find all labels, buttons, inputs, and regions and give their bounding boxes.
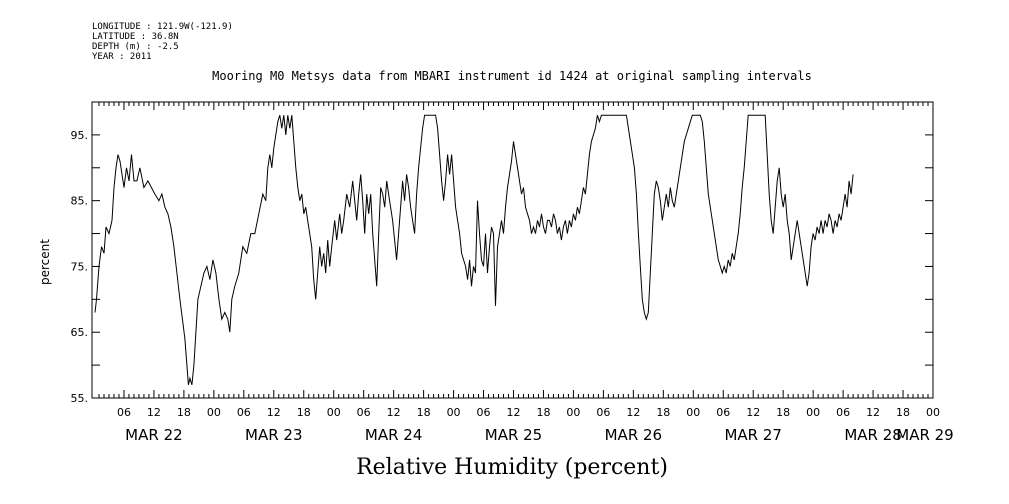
day-label: MAR 28 — [844, 426, 901, 444]
longitude-label: LONGITUDE : 121.9W(-121.9) — [92, 22, 233, 32]
x-tick-label: 00 — [566, 406, 580, 419]
x-tick-label: 06 — [596, 406, 610, 419]
day-labels: MAR 22 MAR 23 MAR 24 MAR 25 MAR 26 MAR 27 MAR … — [125, 426, 954, 444]
day-label: MAR 22 — [125, 426, 182, 444]
x-tick-label: 18 — [177, 406, 191, 419]
day-label: MAR 27 — [724, 426, 781, 444]
year-label: YEAR : 2011 — [92, 52, 152, 62]
x-tick-label: 06 — [836, 406, 850, 419]
day-label: MAR 24 — [365, 426, 422, 444]
x-tick-label: 06 — [357, 406, 371, 419]
y-tick-label: 65. — [71, 326, 89, 339]
day-label: MAR 23 — [245, 426, 302, 444]
x-tick-label: 18 — [417, 406, 431, 419]
x-tick-label: 12 — [387, 406, 401, 419]
x-tick-label: 00 — [327, 406, 341, 419]
chart-title: Mooring M0 Metsys data from MBARI instru… — [212, 69, 812, 83]
y-tick-label: 75. — [71, 260, 89, 273]
y-tick-labels: 55. 65. 75. 85. 95. — [71, 129, 89, 405]
x-tick-label: 18 — [776, 406, 790, 419]
x-tick-label: 06 — [237, 406, 251, 419]
x-tick-label: 06 — [716, 406, 730, 419]
x-tick-label: 18 — [896, 406, 910, 419]
x-tick-label: 12 — [626, 406, 640, 419]
humidity-series-line — [94, 114, 854, 385]
y-tick-label: 95. — [71, 129, 89, 142]
x-tick-label: 18 — [656, 406, 670, 419]
y-tick-label: 55. — [71, 392, 89, 405]
x-axis-label: Relative Humidity (percent) — [356, 455, 668, 480]
x-tick-label: 00 — [447, 406, 461, 419]
latitude-label: LATITUDE : 36.8N — [92, 32, 179, 42]
x-tick-label: 18 — [536, 406, 550, 419]
x-tick-label: 12 — [866, 406, 880, 419]
metadata-block: LONGITUDE : 121.9W(-121.9) LATITUDE : 36… — [92, 22, 233, 62]
x-tick-label: 06 — [477, 406, 491, 419]
x-tick-label: 00 — [926, 406, 940, 419]
x-tick-label: 12 — [147, 406, 161, 419]
day-label: MAR 26 — [605, 426, 662, 444]
y-axis-label: percent — [38, 239, 52, 285]
x-tick-label: 12 — [507, 406, 521, 419]
x-tick-label: 00 — [806, 406, 820, 419]
y-tick-label: 85. — [71, 195, 89, 208]
x-tick-label: 06 — [117, 406, 131, 419]
axis-ticks — [92, 101, 933, 399]
day-label: MAR 29 — [896, 426, 953, 444]
x-tick-label: 12 — [746, 406, 760, 419]
plot-frame — [91, 101, 934, 399]
x-tick-label: 00 — [207, 406, 221, 419]
day-label: MAR 25 — [485, 426, 542, 444]
x-tick-label: 12 — [267, 406, 281, 419]
x-tick-label: 18 — [297, 406, 311, 419]
depth-label: DEPTH (m) : -2.5 — [92, 42, 179, 52]
x-tick-labels: 06 12 18 00 06 12 18 00 06 12 18 00 06 12 18 00 06 12 18 00… — [117, 406, 940, 419]
x-tick-label: 00 — [686, 406, 700, 419]
